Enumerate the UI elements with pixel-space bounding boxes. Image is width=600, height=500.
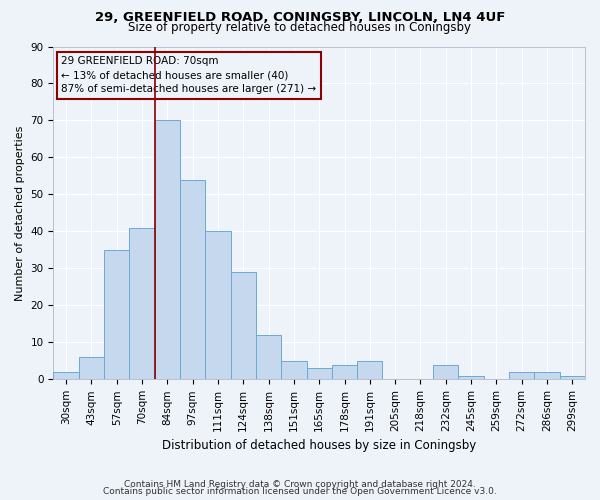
Bar <box>256 335 281 380</box>
Text: Contains public sector information licensed under the Open Government Licence v3: Contains public sector information licen… <box>103 487 497 496</box>
Text: Contains HM Land Registry data © Crown copyright and database right 2024.: Contains HM Land Registry data © Crown c… <box>124 480 476 489</box>
Text: 29 GREENFIELD ROAD: 70sqm
← 13% of detached houses are smaller (40)
87% of semi-: 29 GREENFIELD ROAD: 70sqm ← 13% of detac… <box>61 56 317 94</box>
Bar <box>281 361 307 380</box>
Bar <box>230 272 256 380</box>
Text: Size of property relative to detached houses in Coningsby: Size of property relative to detached ho… <box>128 21 472 34</box>
Bar <box>458 376 484 380</box>
Bar <box>560 376 585 380</box>
Bar <box>155 120 180 380</box>
Bar <box>307 368 332 380</box>
X-axis label: Distribution of detached houses by size in Coningsby: Distribution of detached houses by size … <box>162 440 476 452</box>
Bar <box>180 180 205 380</box>
Bar <box>433 364 458 380</box>
Bar <box>104 250 130 380</box>
Bar <box>509 372 535 380</box>
Bar <box>53 372 79 380</box>
Bar <box>205 232 230 380</box>
Bar <box>79 357 104 380</box>
Bar <box>357 361 382 380</box>
Bar <box>535 372 560 380</box>
Text: 29, GREENFIELD ROAD, CONINGSBY, LINCOLN, LN4 4UF: 29, GREENFIELD ROAD, CONINGSBY, LINCOLN,… <box>95 11 505 24</box>
Bar <box>332 364 357 380</box>
Y-axis label: Number of detached properties: Number of detached properties <box>15 125 25 300</box>
Bar <box>130 228 155 380</box>
